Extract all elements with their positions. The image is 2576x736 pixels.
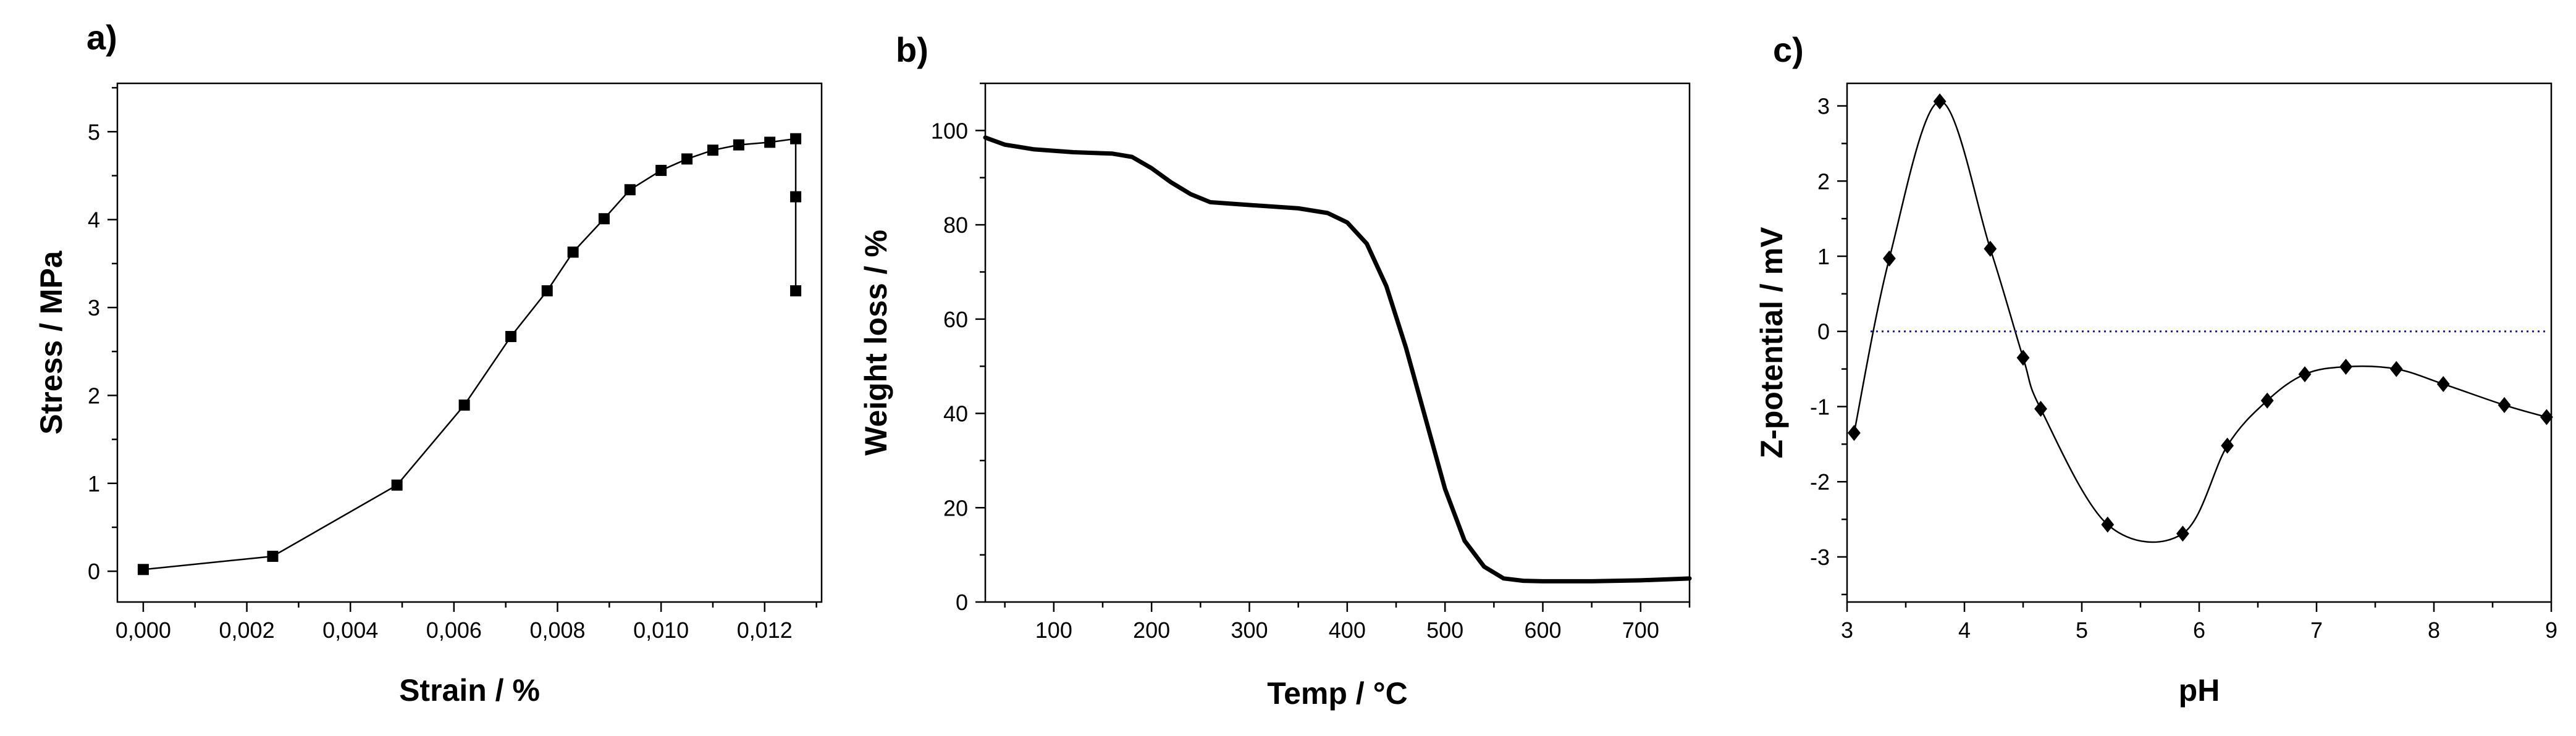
panel-c-x-tick-label: 8 xyxy=(2428,617,2440,643)
panel-c-label: c) xyxy=(1773,30,1804,69)
panel-a: a) 0,000 0,002 0,004 0,006 0,008 0,010 0,012 0 1… xyxy=(34,18,823,708)
panel-a-data-point xyxy=(764,136,776,148)
panel-c-y-tick-label: -3 xyxy=(1810,545,1830,570)
panel-a-y-tick-label: 5 xyxy=(88,119,100,144)
panel-a-data-point xyxy=(790,191,802,203)
panel-b-y-tick-label: 100 xyxy=(931,118,968,143)
panel-a-y-tick-label: 1 xyxy=(88,471,100,496)
panel-a-data-point xyxy=(707,144,718,156)
panel-c-x-tick-label: 5 xyxy=(2076,617,2088,643)
panel-c-x-tick-label: 9 xyxy=(2545,617,2557,643)
panel-c-x-tick-label: 7 xyxy=(2310,617,2323,643)
panel-a-x-tick-label: 0,008 xyxy=(529,617,585,643)
panel-c-data-point xyxy=(2298,366,2312,383)
panel-c-data-point xyxy=(2101,516,2115,533)
panel-c-y-tick-label: -1 xyxy=(1810,394,1830,419)
panel-a-x-tick-label: 0,004 xyxy=(322,617,378,643)
panel-b-y-axis-title: Weight loss / % xyxy=(859,230,893,456)
panel-b-series xyxy=(983,135,1692,583)
panel-a-y-tick-label: 0 xyxy=(88,559,100,584)
panel-a-x-tick-label: 0,012 xyxy=(737,617,793,643)
panel-c-data-point xyxy=(1848,425,1861,441)
panel-a-data-point xyxy=(391,479,403,491)
panel-c-data-point xyxy=(2389,361,2403,377)
panel-c-plot-frame xyxy=(1846,82,2553,603)
panel-c-y-tick-label: 3 xyxy=(1817,94,1830,119)
panel-a-x-axis-title: Strain / % xyxy=(399,673,540,708)
panel-a-series xyxy=(137,133,802,575)
panel-c-x-tick-label: 6 xyxy=(2193,617,2205,643)
panel-c-series-line xyxy=(1853,100,2548,543)
panel-b: b) 100 200 300 400 500 600 700 0 20 40 60 80 100 Tem… xyxy=(859,30,1692,711)
panel-c-data-point xyxy=(2221,437,2234,454)
panel-a-x-tick-label: 0,006 xyxy=(426,617,482,643)
panel-c-ticks: 3 4 5 6 7 8 9 -3 -2 -1 0 1 2 3 xyxy=(1810,94,2557,643)
panel-b-x-tick-label: 500 xyxy=(1426,617,1463,643)
panel-c-y-tick-label: -2 xyxy=(1810,469,1830,495)
panel-b-ticks: 100 200 300 400 500 600 700 0 20 40 60 80 100 xyxy=(931,82,1691,643)
panel-c-data-point xyxy=(2034,401,2047,417)
panel-b-x-tick-label: 600 xyxy=(1524,617,1561,643)
panel-c-data-point xyxy=(2436,375,2450,392)
panel-a-label: a) xyxy=(86,18,117,57)
panel-a-plot-frame xyxy=(116,82,823,603)
panel-a-x-tick-label: 0,002 xyxy=(219,617,275,643)
panel-a-ticks: 0,000 0,002 0,004 0,006 0,008 0,010 0,012 0 1 2 3 4… xyxy=(88,86,817,643)
panel-b-x-tick-label: 700 xyxy=(1622,617,1659,643)
panel-a-y-tick-label: 3 xyxy=(88,295,100,320)
panel-a-data-point xyxy=(137,564,149,575)
panel-c-data-point xyxy=(2339,358,2352,375)
panel-a-data-point xyxy=(790,285,802,296)
panel-a-data-point xyxy=(598,213,610,225)
panel-c-data-point xyxy=(2016,349,2030,366)
panel-a-x-tick-label: 0,000 xyxy=(116,617,171,643)
panel-a-data-point xyxy=(567,246,579,258)
panel-a-data-point xyxy=(733,139,744,151)
panel-c-y-tick-label: 0 xyxy=(1817,319,1830,345)
panel-c-data-point xyxy=(2540,409,2553,425)
panel-a-series-line xyxy=(142,138,797,571)
panel-b-y-tick-label: 0 xyxy=(956,590,968,615)
panel-a-x-tick-label: 0,010 xyxy=(633,617,689,643)
panel-a-data-point xyxy=(681,153,693,165)
panel-b-y-tick-label: 20 xyxy=(943,495,968,521)
panel-c-series xyxy=(1848,93,2553,543)
panel-b-y-tick-label: 60 xyxy=(943,307,968,332)
panel-a-data-point xyxy=(458,399,470,411)
panel-b-series-line xyxy=(983,135,1692,583)
panel-b-x-tick-label: 400 xyxy=(1329,617,1366,643)
panel-a-y-tick-label: 4 xyxy=(88,207,100,233)
panel-c: c) 3 4 5 6 7 8 9 -3 -2 -1 0 1 2 3 pH Z-potential / mV xyxy=(1754,30,2557,708)
panel-b-y-tick-label: 40 xyxy=(943,401,968,427)
panel-a-data-point xyxy=(505,331,517,343)
panel-a-data-point xyxy=(541,285,553,296)
panel-c-data-point xyxy=(2176,525,2189,542)
panel-b-x-tick-label: 200 xyxy=(1133,617,1170,643)
panel-c-y-axis-title: Z-potential / mV xyxy=(1754,227,1789,459)
panel-c-data-point xyxy=(1933,93,1947,110)
panel-c-data-point xyxy=(2260,392,2274,409)
panel-a-data-point xyxy=(624,184,636,196)
panel-b-label: b) xyxy=(896,30,928,69)
panel-c-x-tick-label: 4 xyxy=(1958,617,1971,643)
panel-b-plot-frame xyxy=(984,82,1691,603)
panel-c-data-point xyxy=(2498,397,2511,414)
panel-c-x-tick-label: 3 xyxy=(1841,617,1853,643)
panel-c-x-axis-title: pH xyxy=(2179,673,2220,708)
panel-a-data-point xyxy=(267,550,279,562)
panel-c-y-tick-label: 2 xyxy=(1817,169,1830,194)
panel-b-y-tick-label: 80 xyxy=(943,212,968,238)
panel-a-data-point xyxy=(790,133,802,144)
panel-a-y-tick-label: 2 xyxy=(88,383,100,408)
panel-c-y-tick-label: 1 xyxy=(1817,244,1830,269)
panel-a-y-axis-title: Stress / MPa xyxy=(34,250,69,435)
panel-c-data-point xyxy=(1883,250,1896,267)
panel-b-x-tick-label: 300 xyxy=(1231,617,1268,643)
panel-b-x-tick-label: 100 xyxy=(1035,617,1072,643)
panel-a-data-point xyxy=(655,164,667,176)
panel-b-x-axis-title: Temp / °C xyxy=(1267,676,1407,711)
panel-c-data-point xyxy=(1984,240,1997,257)
